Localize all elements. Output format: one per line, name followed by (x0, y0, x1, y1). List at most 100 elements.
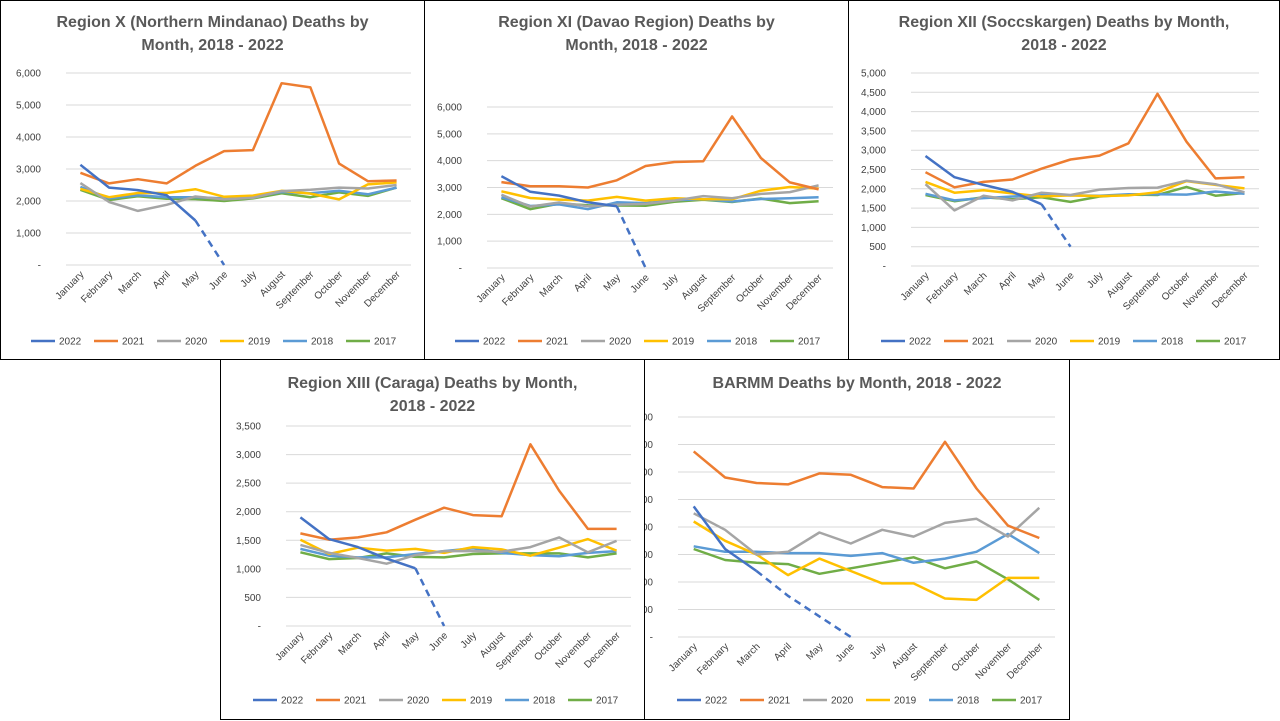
series-line-2022 (692, 505, 758, 573)
x-tick-label: May (1026, 270, 1047, 291)
legend-label-2019: 2019 (672, 337, 695, 348)
chart-title: Region XIII (Caraga) Deaths by Month, 20… (221, 372, 644, 418)
x-tick-label: February (925, 270, 961, 306)
y-tick-label: 2,500 (861, 165, 886, 176)
line-chart-svg: -1,0002,0003,0004,0005,0006,000JanuaryFe… (437, 103, 833, 348)
y-tick-label: 500 (244, 593, 261, 604)
legend-label-2020: 2020 (407, 696, 430, 707)
y-tick-label: 3,000 (236, 450, 261, 461)
line-chart-svg: -1,0002,0003,0004,0005,0006,000JanuaryFe… (16, 69, 411, 348)
y-tick-label: 100 (645, 605, 653, 616)
y-tick-label: 2,000 (16, 197, 41, 208)
legend-label-2017: 2017 (596, 696, 619, 707)
series-projection-2022 (615, 205, 647, 269)
legend-label-2021: 2021 (122, 337, 145, 348)
legend-label-2019: 2019 (248, 337, 271, 348)
chart-title-line-1: Region X (Northern Mindanao) Deaths by (56, 14, 369, 31)
legend-label-2018: 2018 (533, 696, 556, 707)
y-tick-label: 2,500 (236, 479, 261, 490)
series-projection-2022 (1040, 203, 1072, 248)
series-line-2020 (924, 179, 1245, 212)
line-chart-svg: -100200300400500600700800JanuaryFebruary… (645, 413, 1055, 707)
x-tick-label: April (997, 270, 1019, 292)
legend-label-2020: 2020 (1035, 337, 1058, 348)
legend-label-2020: 2020 (609, 337, 632, 348)
y-tick-label: 1,500 (861, 204, 886, 215)
x-tick-label: May (180, 269, 201, 290)
legend-label-2019: 2019 (470, 696, 493, 707)
x-tick-label: April (371, 630, 393, 652)
y-tick-label: 1,000 (16, 229, 41, 240)
series-line-2020 (693, 506, 1041, 556)
chart-title: Region XI (Davao Region) Deaths by Month… (425, 11, 848, 57)
series-line-2018 (693, 532, 1040, 565)
x-tick-label: March (962, 270, 989, 297)
x-tick-label: February (500, 272, 536, 308)
legend-label-2018: 2018 (1161, 337, 1184, 348)
legend-label-2022: 2022 (705, 696, 728, 707)
y-tick-label: 500 (869, 242, 886, 253)
x-tick-label: July (459, 630, 479, 650)
y-tick-label: 1,500 (236, 536, 261, 547)
legend-label-2019: 2019 (1098, 337, 1121, 348)
x-tick-label: March (337, 630, 364, 657)
legend-label-2021: 2021 (344, 696, 367, 707)
y-tick-label: 3,000 (437, 183, 462, 194)
legend-label-2021: 2021 (546, 337, 569, 348)
y-tick-label: - (459, 264, 462, 275)
x-tick-label: July (1085, 270, 1105, 290)
x-tick-label: May (602, 272, 623, 293)
legend-label-2017: 2017 (1224, 337, 1247, 348)
chart-panel-barmm: BARMM Deaths by Month, 2018 - 2022 - 100 2… (644, 359, 1070, 720)
y-tick-label: 1,000 (236, 564, 261, 575)
x-tick-label: June (629, 272, 652, 295)
legend-label-2017: 2017 (798, 337, 821, 348)
x-tick-label: April (151, 269, 173, 291)
y-tick-label: 5,000 (437, 129, 462, 140)
legend-label-2018: 2018 (311, 337, 334, 348)
y-tick-label: 200 (645, 578, 653, 589)
x-tick-label: June (207, 269, 230, 292)
x-tick-label: June (834, 641, 857, 664)
series-line-2021 (924, 92, 1245, 189)
y-tick-label: - (883, 262, 886, 273)
chart-title-line-1: Region XII (Soccskargen) Deaths by Month… (898, 14, 1230, 31)
series-line-2020 (500, 184, 819, 208)
y-tick-label: 4,000 (16, 133, 41, 144)
series-line-2021 (79, 81, 397, 185)
y-tick-label: 4,000 (861, 107, 886, 118)
legend-label-2020: 2020 (185, 337, 208, 348)
y-tick-label: 800 (645, 413, 653, 424)
y-tick-label: 4,500 (861, 88, 886, 99)
series-line-2021 (501, 115, 819, 191)
y-tick-label: 500 (645, 495, 653, 506)
chart-title: Region X (Northern Mindanao) Deaths by M… (1, 11, 424, 57)
x-tick-label: May (400, 630, 421, 651)
series-line-2022 (500, 175, 617, 208)
chart-title-line-2: Month, 2018 - 2022 (565, 37, 708, 54)
y-tick-label: 6,000 (437, 103, 462, 114)
y-tick-label: 700 (645, 440, 653, 451)
x-tick-label: March (538, 272, 565, 299)
y-tick-label: 300 (645, 550, 653, 561)
x-tick-label: June (427, 630, 450, 653)
y-tick-label: - (650, 633, 653, 644)
series-projection-2022 (755, 570, 852, 639)
y-tick-label: 2,000 (437, 210, 462, 221)
y-tick-label: 3,500 (236, 422, 261, 433)
series-line-2017 (693, 547, 1040, 601)
x-tick-label: June (1054, 270, 1077, 293)
y-tick-label: 3,000 (861, 146, 886, 157)
x-tick-label: July (239, 269, 259, 289)
y-tick-label: 400 (645, 523, 653, 534)
chart-panel-region-xiii: Region XIII (Caraga) Deaths by Month, 20… (220, 359, 645, 720)
y-tick-label: 5,000 (861, 69, 886, 80)
series-line-2020 (300, 536, 618, 565)
legend-label-2017: 2017 (374, 337, 397, 348)
y-tick-label: 3,500 (861, 126, 886, 137)
chart-title-line-2: 2018 - 2022 (389, 398, 476, 415)
chart-title: Region XII (Soccskargen) Deaths by Month… (849, 11, 1279, 57)
series-line-2019 (501, 185, 819, 202)
chart-panel-region-x: Region X (Northern Mindanao) Deaths by M… (0, 0, 425, 360)
series-projection-2022 (194, 219, 226, 266)
